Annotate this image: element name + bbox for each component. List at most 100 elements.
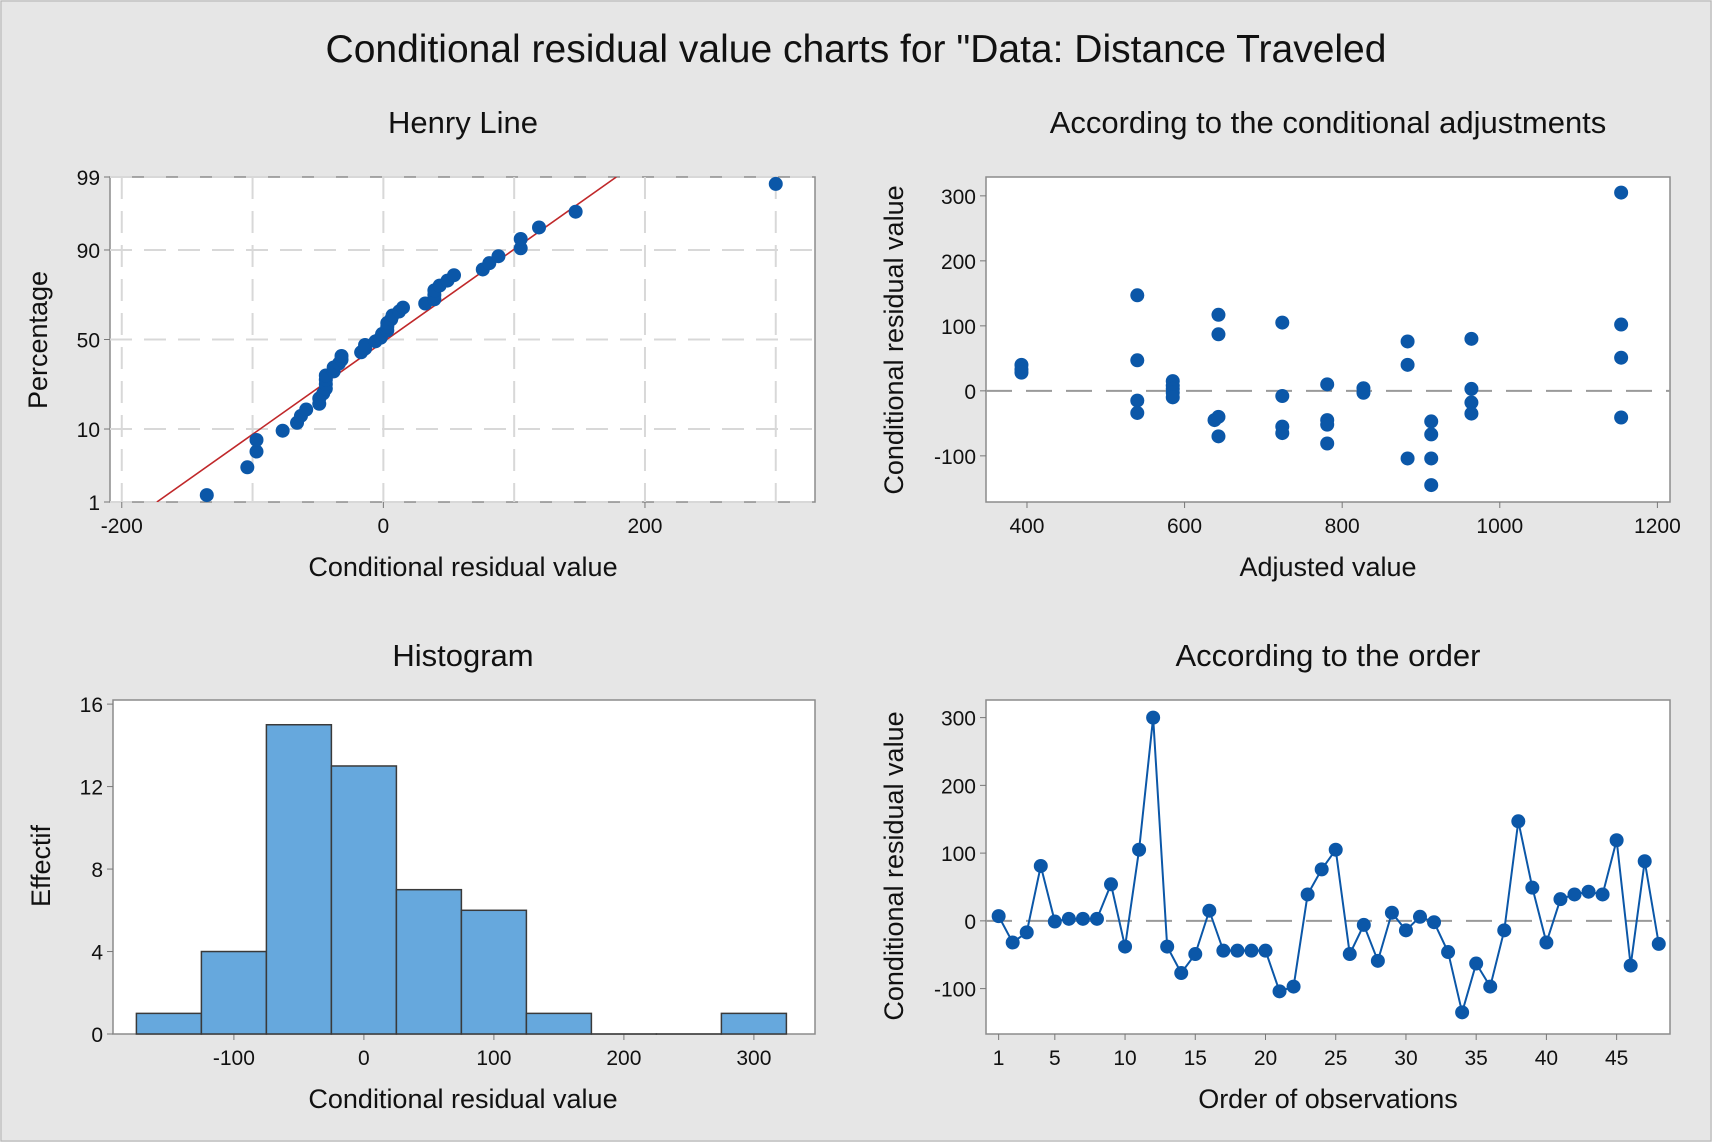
henry-ytick-label: 50 (77, 330, 100, 353)
order-point (1188, 947, 1203, 962)
henry-ytick-label: 10 (77, 419, 100, 442)
histogram-xtick-label: 300 (736, 1047, 771, 1070)
order-point (1398, 923, 1413, 938)
henry-point (240, 460, 255, 475)
order-xtick-label: 45 (1605, 1047, 1628, 1070)
order-ytick-label: 300 (941, 708, 976, 731)
order-point (991, 909, 1006, 924)
fits-xtick-label: 400 (1009, 515, 1044, 538)
histogram-ytick-label: 0 (91, 1024, 103, 1047)
order-point (1075, 911, 1090, 926)
order-ytick-label: 100 (941, 843, 976, 866)
henry-ytick-label: 99 (77, 167, 100, 190)
histogram-bar (200, 950, 268, 1035)
fits-point (1320, 436, 1335, 451)
histogram-bar (720, 1012, 788, 1035)
order-point (1356, 917, 1371, 932)
henry-point (491, 249, 506, 264)
fits-point (1014, 365, 1029, 380)
fits-point (1464, 381, 1479, 396)
order-ytick-label: 0 (964, 911, 976, 934)
histogram-bar (525, 1012, 593, 1035)
henry-point (249, 432, 264, 447)
fits-ytick-label: 0 (964, 381, 976, 404)
fits-point (1130, 353, 1145, 368)
order-point (1651, 936, 1666, 951)
order-point (1033, 858, 1048, 873)
histogram-bar (395, 888, 463, 1035)
order-title: According to the order (1175, 638, 1480, 673)
order-point (1581, 884, 1596, 899)
henry-point (299, 402, 314, 417)
fits-point (1130, 405, 1145, 420)
order-point (1441, 945, 1456, 960)
fits-ytick-label: 200 (941, 251, 976, 274)
histogram-ytick-label: 12 (80, 777, 103, 800)
histogram-xtick-label: 200 (606, 1047, 641, 1070)
fits-point (1614, 185, 1629, 200)
order-point (1412, 909, 1427, 924)
order-xlabel: Order of observations (1198, 1084, 1458, 1114)
histogram-ytick-label: 16 (80, 694, 103, 717)
henry-point (199, 488, 214, 503)
order-point (1286, 979, 1301, 994)
order-xtick-label: 20 (1254, 1047, 1277, 1070)
order-point (1230, 943, 1245, 958)
fits-ytick-label: 300 (941, 186, 976, 209)
order-point (1455, 1005, 1470, 1020)
fits-ylabel: Conditional residual value (879, 185, 909, 494)
histogram-bar (265, 723, 333, 1035)
fits-point (1130, 393, 1145, 408)
order-point (1595, 887, 1610, 902)
fits-point (1356, 385, 1371, 400)
fits-point (1464, 406, 1479, 421)
order-xtick-label: 10 (1113, 1047, 1136, 1070)
henry-point (395, 300, 410, 315)
order-point (1160, 939, 1175, 954)
order-xtick-label: 40 (1535, 1047, 1558, 1070)
fits-point (1424, 451, 1439, 466)
fits-xtick-label: 1000 (1476, 515, 1523, 538)
order-point (1525, 880, 1540, 895)
order-point (1104, 877, 1119, 892)
order-point (1019, 925, 1034, 940)
fits-point (1400, 357, 1415, 372)
henry-ylabel: Percentage (23, 271, 53, 409)
order-point (1244, 943, 1259, 958)
order-point (1216, 943, 1231, 958)
fits-point (1165, 390, 1180, 405)
henry-point (513, 232, 528, 247)
figure-title: Conditional residual value charts for "D… (326, 28, 1387, 71)
fits-point (1211, 327, 1226, 342)
order-point (1567, 887, 1582, 902)
henry-ytick-label: 1 (88, 492, 100, 515)
order-point (1089, 911, 1104, 926)
henry-xlabel: Conditional residual value (308, 552, 617, 582)
henry-point (275, 423, 290, 438)
histogram-xtick-label: 0 (358, 1047, 370, 1070)
order-ytick-label: -100 (934, 979, 976, 1002)
histogram-ylabel: Effectif (26, 824, 56, 907)
order-xtick-label: 1 (993, 1047, 1005, 1070)
henry-title: Henry Line (388, 105, 538, 140)
henry-xtick-label: 200 (627, 515, 662, 538)
henry-point (568, 204, 583, 219)
fits-point (1211, 429, 1226, 444)
order-point (1300, 887, 1315, 902)
order-point (1202, 903, 1217, 918)
henry-ytick-label: 90 (77, 240, 100, 263)
fits-point (1320, 417, 1335, 432)
henry-point (768, 176, 783, 191)
histogram-xtick-label: 100 (476, 1047, 511, 1070)
fits-point (1400, 334, 1415, 349)
order-xtick-label: 35 (1464, 1047, 1487, 1070)
fits-point (1275, 426, 1290, 441)
henry-point (532, 220, 547, 235)
order-point (1511, 814, 1526, 829)
order-point (1174, 966, 1189, 981)
histogram-ytick-label: 4 (91, 942, 103, 965)
order-point (1314, 862, 1329, 877)
fits-point (1614, 410, 1629, 425)
fits-point (1320, 377, 1335, 392)
